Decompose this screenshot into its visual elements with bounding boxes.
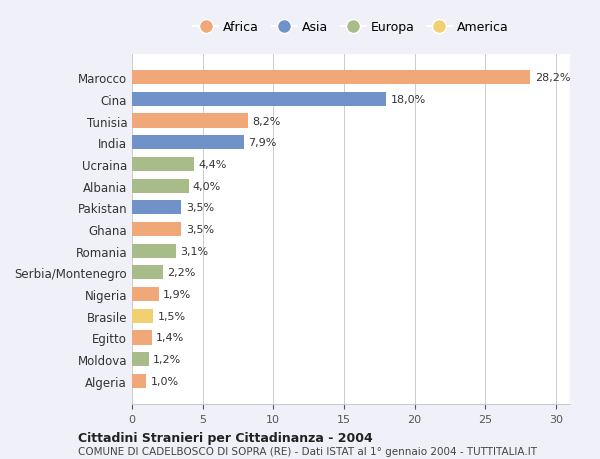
Text: 8,2%: 8,2%	[252, 116, 280, 126]
Text: 2,2%: 2,2%	[167, 268, 196, 278]
Text: 4,0%: 4,0%	[193, 181, 221, 191]
Bar	[132, 287, 159, 302]
Bar	[132, 71, 530, 85]
Text: 3,5%: 3,5%	[185, 224, 214, 235]
Bar	[132, 330, 152, 345]
Text: 1,5%: 1,5%	[157, 311, 185, 321]
Bar	[132, 179, 188, 193]
Text: 3,1%: 3,1%	[180, 246, 208, 256]
Bar	[132, 223, 181, 236]
Text: COMUNE DI CADELBOSCO DI SOPRA (RE) - Dati ISTAT al 1° gennaio 2004 - TUTTITALIA.: COMUNE DI CADELBOSCO DI SOPRA (RE) - Dat…	[78, 447, 537, 456]
Text: 28,2%: 28,2%	[535, 73, 570, 83]
Bar	[132, 374, 146, 388]
Bar	[132, 309, 153, 323]
Bar	[132, 114, 248, 129]
Text: 18,0%: 18,0%	[391, 95, 426, 105]
Bar	[132, 353, 149, 366]
Bar	[132, 157, 194, 172]
Bar	[132, 93, 386, 106]
Text: Cittadini Stranieri per Cittadinanza - 2004: Cittadini Stranieri per Cittadinanza - 2…	[78, 431, 373, 444]
Text: 7,9%: 7,9%	[248, 138, 276, 148]
Bar	[132, 266, 163, 280]
Text: 1,9%: 1,9%	[163, 290, 191, 299]
Text: 1,2%: 1,2%	[153, 354, 181, 364]
Bar	[132, 201, 181, 215]
Text: 1,4%: 1,4%	[156, 333, 184, 343]
Text: 1,0%: 1,0%	[151, 376, 178, 386]
Text: 3,5%: 3,5%	[185, 203, 214, 213]
Text: 4,4%: 4,4%	[199, 160, 227, 169]
Bar	[132, 136, 244, 150]
Legend: Africa, Asia, Europa, America: Africa, Asia, Europa, America	[188, 16, 514, 39]
Bar	[132, 244, 176, 258]
